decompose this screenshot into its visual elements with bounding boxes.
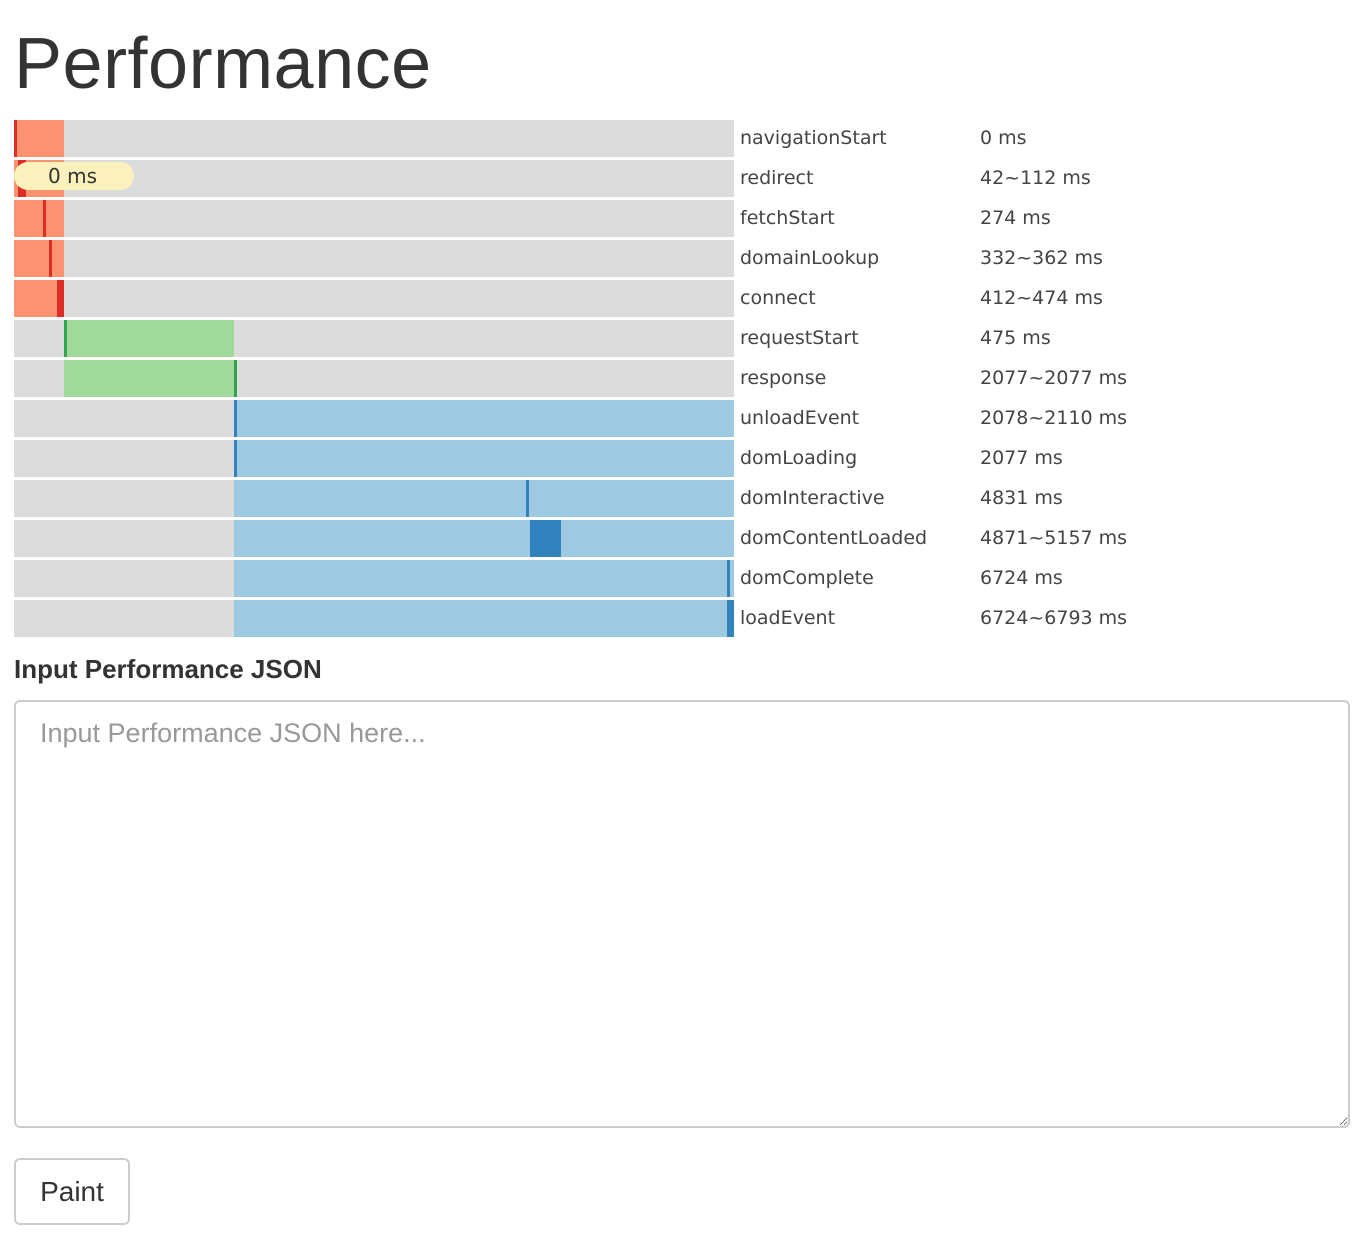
phase-segment <box>234 600 734 637</box>
timing-row-unloadEvent[interactable] <box>14 400 734 437</box>
phase-segment <box>234 560 734 597</box>
timing-row-domainLookup[interactable] <box>14 240 734 277</box>
timing-mark <box>525 480 529 517</box>
phase-segment <box>234 440 734 477</box>
timing-value: 2077 ms <box>980 447 1063 469</box>
timing-value: 6724 ms <box>980 567 1063 589</box>
timing-label-row: response 2077~2077 ms <box>740 360 1340 400</box>
timing-label-row: unloadEvent 2078~2110 ms <box>740 400 1340 440</box>
timing-label-row: connect 412~474 ms <box>740 280 1340 320</box>
timing-row-response[interactable] <box>14 360 734 397</box>
timing-value: 4871~5157 ms <box>980 527 1128 549</box>
phase-segment <box>14 280 64 317</box>
phase-segment <box>234 480 734 517</box>
timing-name: connect <box>740 287 816 309</box>
input-label: Input Performance JSON <box>14 654 322 684</box>
timing-name: domContentLoaded <box>740 527 928 549</box>
timing-value: 475 ms <box>980 327 1051 349</box>
timing-row-connect[interactable] <box>14 280 734 317</box>
timing-row-domContentLoaded[interactable] <box>14 520 734 557</box>
timing-value: 4831 ms <box>980 487 1063 509</box>
timing-label-row: redirect 42~112 ms <box>740 160 1340 200</box>
phase-segment <box>234 400 734 437</box>
timing-mark <box>14 120 17 157</box>
timing-row-loadEvent[interactable] <box>14 600 734 637</box>
timing-chart <box>14 120 734 638</box>
phase-segment <box>14 120 64 157</box>
performance-json-input[interactable] <box>14 700 1350 1128</box>
timing-value: 2078~2110 ms <box>980 407 1128 429</box>
hover-tooltip: 0 ms <box>14 162 134 190</box>
timing-label-row: domainLookup 332~362 ms <box>740 240 1340 280</box>
timing-label-row: loadEvent 6724~6793 ms <box>740 600 1340 640</box>
timing-label-row: fetchStart 274 ms <box>740 200 1340 240</box>
timing-value: 332~362 ms <box>980 247 1103 269</box>
phase-segment <box>64 360 234 397</box>
timing-mark <box>234 360 237 397</box>
timing-label-row: domLoading 2077 ms <box>740 440 1340 480</box>
paint-button[interactable]: Paint <box>14 1158 130 1225</box>
timing-value: 412~474 ms <box>980 287 1103 309</box>
timing-mark <box>42 200 46 237</box>
phase-segment <box>14 200 64 237</box>
timing-value: 0 ms <box>980 127 1027 149</box>
phase-segment <box>14 240 64 277</box>
timing-name: domainLookup <box>740 247 880 269</box>
timing-mark <box>530 520 561 557</box>
timing-mark <box>726 560 730 597</box>
timing-name: loadEvent <box>740 607 836 629</box>
timing-label-row: domComplete 6724 ms <box>740 560 1340 600</box>
page-title: Performance <box>14 24 432 104</box>
timing-label-row: domContentLoaded 4871~5157 ms <box>740 520 1340 560</box>
timing-row-navigationStart[interactable] <box>14 120 734 157</box>
timing-label-row: navigationStart 0 ms <box>740 120 1340 160</box>
timing-value: 42~112 ms <box>980 167 1091 189</box>
timing-row-fetchStart[interactable] <box>14 200 734 237</box>
timing-value: 274 ms <box>980 207 1051 229</box>
timing-mark <box>234 440 237 477</box>
timing-row-requestStart[interactable] <box>14 320 734 357</box>
phase-segment <box>64 320 234 357</box>
timing-mark <box>64 320 67 357</box>
timing-mark <box>726 600 734 637</box>
timing-row-domComplete[interactable] <box>14 560 734 597</box>
timing-label-row: domInteractive 4831 ms <box>740 480 1340 520</box>
phase-segment <box>234 520 734 557</box>
timing-label-row: requestStart 475 ms <box>740 320 1340 360</box>
timing-name: response <box>740 367 827 389</box>
timing-name: domLoading <box>740 447 858 469</box>
timing-name: domComplete <box>740 567 874 589</box>
timing-value: 6724~6793 ms <box>980 607 1128 629</box>
timing-name: unloadEvent <box>740 407 860 429</box>
timing-row-domInteractive[interactable] <box>14 480 734 517</box>
timing-mark <box>48 240 53 277</box>
timing-name: fetchStart <box>740 207 835 229</box>
timing-name: redirect <box>740 167 814 189</box>
timing-name: domInteractive <box>740 487 885 509</box>
timing-value: 2077~2077 ms <box>980 367 1128 389</box>
timing-name: navigationStart <box>740 127 887 149</box>
timing-row-domLoading[interactable] <box>14 440 734 477</box>
timing-mark <box>234 400 238 437</box>
timing-name: requestStart <box>740 327 859 349</box>
timing-mark <box>57 280 64 317</box>
